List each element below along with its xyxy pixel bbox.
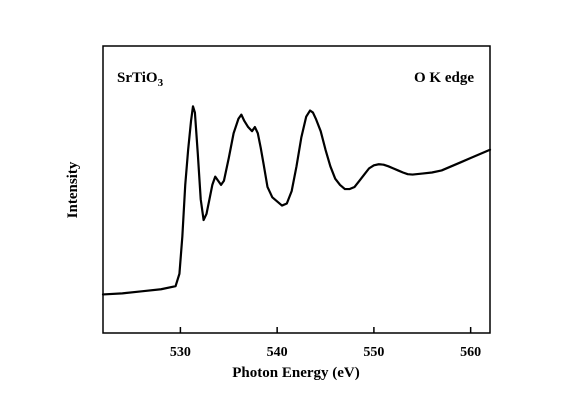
x-tick-label-530: 530 [170,345,191,360]
sample-annotation-subscript: 3 [158,77,164,89]
x-tick-label-550: 550 [363,345,384,360]
plot-frame [102,45,491,334]
spectrum-series-line [101,105,492,296]
sample-annotation-base: SrTiO [117,70,158,86]
x-tick-label-560: 560 [460,345,481,360]
x-axis-tick-labels: 530 540 550 560 [170,345,481,360]
x-tick-label-540: 540 [267,345,288,360]
y-axis-label: Intensity [65,161,81,218]
sample-annotation: SrTiO3 [117,70,164,89]
edge-annotation: O K edge [414,70,474,86]
x-axis-label: Photon Energy (eV) [232,365,360,381]
x-axis-ticks [179,327,472,333]
